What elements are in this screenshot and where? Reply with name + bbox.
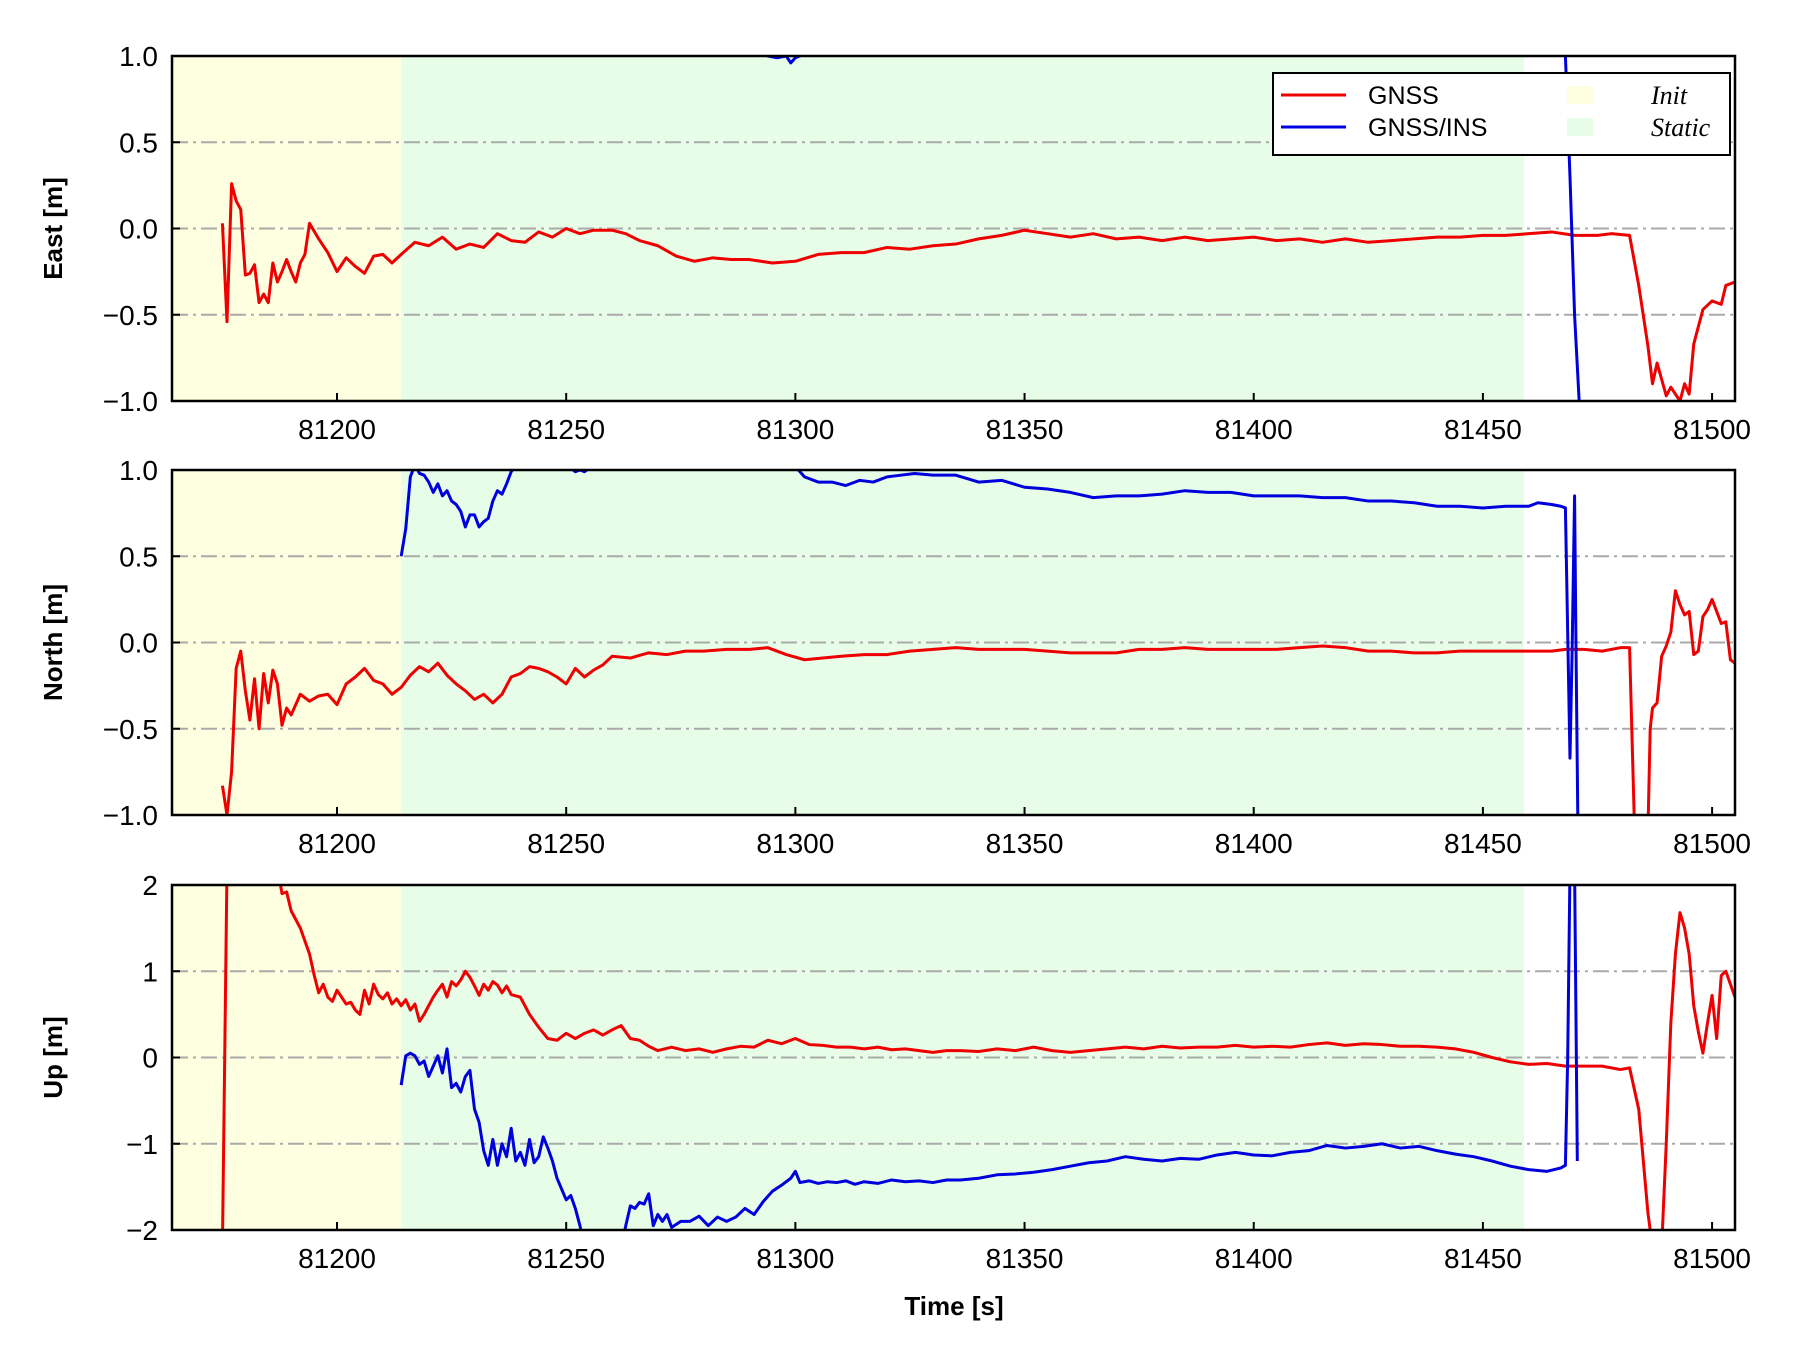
legend-static-swatch xyxy=(1567,118,1593,136)
y-tick-label: 0.5 xyxy=(119,541,158,572)
series-gnss xyxy=(1646,589,1735,815)
y-tick-label: 1.0 xyxy=(119,41,158,72)
x-tick-label: 81500 xyxy=(1673,1243,1751,1274)
x-tick-label: 81300 xyxy=(756,828,834,859)
series-gnss xyxy=(1660,911,1735,1230)
legend-frame xyxy=(1272,72,1731,156)
series-gnss-ins xyxy=(1563,56,1581,401)
y-axis-title: East [m] xyxy=(38,177,68,280)
series-group xyxy=(221,885,1735,1230)
x-tick-label: 81500 xyxy=(1673,414,1751,445)
x-tick-label: 81400 xyxy=(1215,1243,1293,1274)
y-tick-label: −1.0 xyxy=(103,800,158,831)
y-tick-label: −0.5 xyxy=(103,714,158,745)
y-tick-label: 0.0 xyxy=(119,628,158,659)
y-axis-title: North [m] xyxy=(38,584,68,701)
legend-init-label: Init xyxy=(1650,81,1688,110)
x-tick-label: 81200 xyxy=(298,1243,376,1274)
up-panel: 2 1 0 −1 −2 81200 81250 81300 81350 81400 81450 815… xyxy=(38,870,1751,1274)
y-tick-label: 1.0 xyxy=(119,455,158,486)
legend-gnssins-label: GNSS/INS xyxy=(1368,114,1487,142)
series-gnss xyxy=(221,885,229,1230)
x-tick-label: 81400 xyxy=(1215,414,1293,445)
y-tick-label: 0.5 xyxy=(119,127,158,158)
series-gnss-ins xyxy=(399,1047,583,1230)
y-tick-label: −2 xyxy=(126,1215,158,1246)
x-tick-label: 81300 xyxy=(756,414,834,445)
x-tick-label: 81250 xyxy=(527,1243,605,1274)
x-tick-label: 81200 xyxy=(298,828,376,859)
x-tick-label: 81500 xyxy=(1673,828,1751,859)
y-tick-label: 1 xyxy=(142,956,158,987)
series-group xyxy=(220,470,1735,815)
series-gnss-ins xyxy=(1573,885,1579,1162)
x-tick-label: 81300 xyxy=(756,1243,834,1274)
series-gnss-ins xyxy=(399,470,515,557)
east-panel: 1.0 0.5 0.0 −0.5 −1.0 81200 81250 81300 81350 814… xyxy=(38,41,1751,445)
x-tick-label: 81250 xyxy=(527,828,605,859)
legend-init-swatch xyxy=(1567,86,1593,104)
legend-static-label: Static xyxy=(1651,113,1711,142)
x-tick-label: 81450 xyxy=(1444,1243,1522,1274)
series-gnss xyxy=(278,885,1652,1230)
series-gnss xyxy=(220,182,1735,401)
x-tick-label: 81450 xyxy=(1444,414,1522,445)
x-tick-label: 81350 xyxy=(986,828,1064,859)
x-tick-label: 81350 xyxy=(986,414,1064,445)
x-axis-title: Time [s] xyxy=(904,1291,1003,1321)
legend: GNSS GNSS/INS Init Static xyxy=(1272,72,1731,156)
x-tick-label: 81250 xyxy=(527,414,605,445)
north-panel: 1.0 0.5 0.0 −0.5 −1.0 81200 81250 81300 81350 814… xyxy=(38,455,1751,859)
y-tick-label: −1 xyxy=(126,1129,158,1160)
y-tick-label: 2 xyxy=(142,870,158,901)
series-gnss-ins xyxy=(796,470,1580,815)
y-axis-title: Up [m] xyxy=(38,1016,68,1098)
y-tick-label: −1.0 xyxy=(103,386,158,417)
legend-gnss-label: GNSS xyxy=(1368,82,1439,110)
series-gnss xyxy=(220,644,1636,815)
x-tick-label: 81200 xyxy=(298,414,376,445)
y-tick-label: 0 xyxy=(142,1043,158,1074)
x-tick-label: 81350 xyxy=(986,1243,1064,1274)
x-tick-label: 81450 xyxy=(1444,828,1522,859)
series-gnss-ins xyxy=(623,885,1572,1230)
y-tick-label: 0.0 xyxy=(119,214,158,245)
x-tick-label: 81400 xyxy=(1215,828,1293,859)
y-tick-label: −0.5 xyxy=(103,300,158,331)
